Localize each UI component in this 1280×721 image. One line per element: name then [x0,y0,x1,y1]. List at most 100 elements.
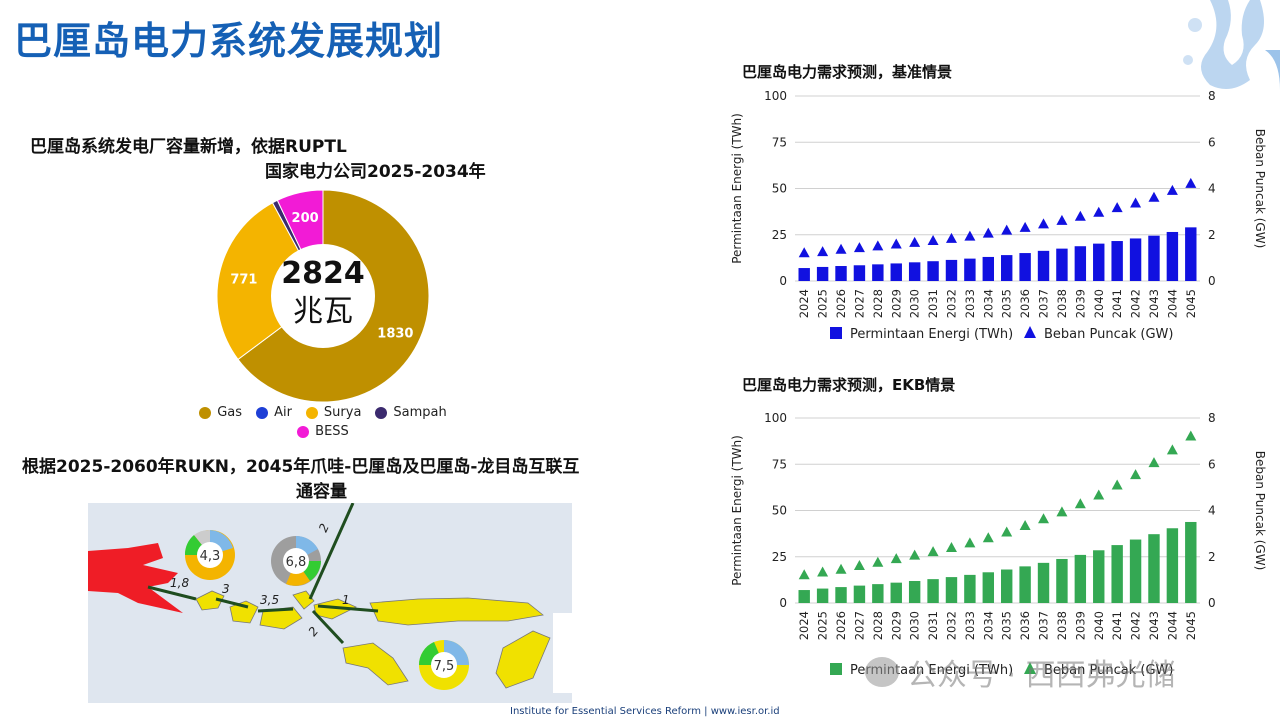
bar-2044 [1166,528,1179,603]
x-tick-label: 2030 [908,289,922,318]
y2-tick-label: 6 [1208,457,1216,471]
legend-item-sampah: Sampah [375,405,447,420]
y2-tick-label: 4 [1208,504,1216,518]
sumbawa-flores-island [369,597,544,626]
peak-marker-2034 [982,532,994,543]
watermark: 公众号 · 西西弗光储 [865,650,1176,694]
bar-2026 [835,587,847,603]
y2-axis-label: Beban Puncak (GW) [1253,451,1267,570]
x-tick-label: 2035 [1000,289,1014,318]
bar-2031 [927,579,939,603]
y2-tick-label: 4 [1208,182,1216,196]
bar-2040 [1093,550,1105,603]
bar-2038 [1056,558,1068,603]
bar-2036 [1019,566,1031,603]
legend-label: Surya [323,405,362,420]
x-tick-label: 2043 [1147,289,1161,318]
bar-2031 [927,261,939,281]
x-tick-label: 2026 [834,289,848,318]
x-tick-label: 2045 [1184,289,1198,318]
link-java-bali-arrow [147,585,197,601]
link-label-bali: 3 [222,582,230,596]
peak-marker-2040 [1093,489,1105,500]
legend-swatch-peak [1024,662,1036,674]
island-3 [292,590,315,610]
peak-marker-2043 [1148,191,1160,202]
peak-marker-2041 [1111,202,1123,213]
y2-tick-label: 6 [1208,135,1216,149]
x-tick-label: 2031 [926,289,940,318]
bar-2034 [982,572,995,603]
legend-item-bess: BESS [297,424,349,439]
y-tick-label: 25 [772,550,787,564]
legend-label: BESS [315,424,349,439]
peak-marker-2027 [853,560,865,570]
peak-marker-2045 [1185,430,1197,441]
x-tick-label: 2028 [871,289,885,318]
x-tick-label: 2032 [944,611,958,640]
x-tick-label: 2024 [797,289,811,318]
peak-marker-2029 [890,238,902,249]
link-lombok-arrow [257,607,294,613]
peak-marker-2041 [1111,479,1123,490]
bar-2029 [890,582,902,603]
y2-axis-label: Beban Puncak (GW) [1253,129,1267,248]
peak-marker-2031 [927,546,939,557]
y-tick-label: 0 [779,596,787,610]
legend-swatch [297,425,310,438]
legend-item-surya: Surya [305,405,362,420]
peak-marker-2038 [1056,506,1068,517]
x-tick-label: 2044 [1165,611,1179,640]
legend-item-gas: Gas [199,405,242,420]
x-tick-label: 2036 [1018,289,1032,318]
bar-2035 [1000,255,1013,281]
lombok-island [259,606,303,630]
peak-marker-2032 [945,232,957,243]
ekb-scenario-chart: 0 25 50 75 100 0 2 4 6 8 Permintaan Energi (TWh) Be… [730,411,1267,678]
donut-slice-surya [216,202,324,361]
x-tick-label: 2031 [926,611,940,640]
peak-marker-2042 [1130,469,1142,480]
x-tick-label: 2029 [889,289,903,318]
y-tick-label: 0 [779,274,787,288]
bar-2032 [945,577,958,603]
donut-data-label-surya: 771 [230,273,257,288]
bar-2027 [853,585,866,603]
x-tick-label: 2040 [1092,289,1106,318]
peak-marker-2033 [964,537,976,548]
y2-tick-label: 8 [1208,411,1216,425]
x-tick-label: 2028 [871,611,885,640]
link-label-java-bali: 1,8 [170,576,189,590]
bar-2024 [798,590,810,603]
donut-chart-title-line1: 巴厘岛系统发电厂容量新增，依据RUPTL [30,137,347,157]
peak-marker-2024 [798,569,810,580]
donut-center-value: 2824 [281,256,365,291]
y2-tick-label: 8 [1208,89,1216,103]
bar-2039 [1074,554,1087,603]
peak-marker-2036 [1019,519,1031,530]
donut-data-label-bess: 200 [292,211,319,226]
peak-marker-2025 [817,566,829,577]
bar-2025 [816,266,829,281]
x-tick-label: 2033 [963,611,977,640]
peak-marker-2038 [1056,214,1068,225]
bar-2041 [1111,241,1123,281]
java-island [88,543,183,613]
legend-label: Air [274,405,292,420]
legend-label: Gas [217,405,243,420]
x-tick-label: 2035 [1000,611,1014,640]
legend-label: Sampah [393,405,447,420]
link-label-east: 1 [342,593,350,607]
legend-label-peak: Beban Puncak (GW) [1044,327,1173,342]
island-2 [229,600,259,624]
donut-hole [271,244,375,348]
x-tick-label: 2041 [1110,611,1124,640]
legend-swatch [199,406,212,419]
y2-tick-label: 2 [1208,550,1216,564]
peak-marker-2030 [909,236,921,247]
bar-2033 [964,258,976,281]
peak-marker-2042 [1130,197,1142,208]
mini-pie-3 [418,640,469,690]
x-tick-label: 2036 [1018,611,1032,640]
legend-swatch-peak [1024,326,1036,338]
